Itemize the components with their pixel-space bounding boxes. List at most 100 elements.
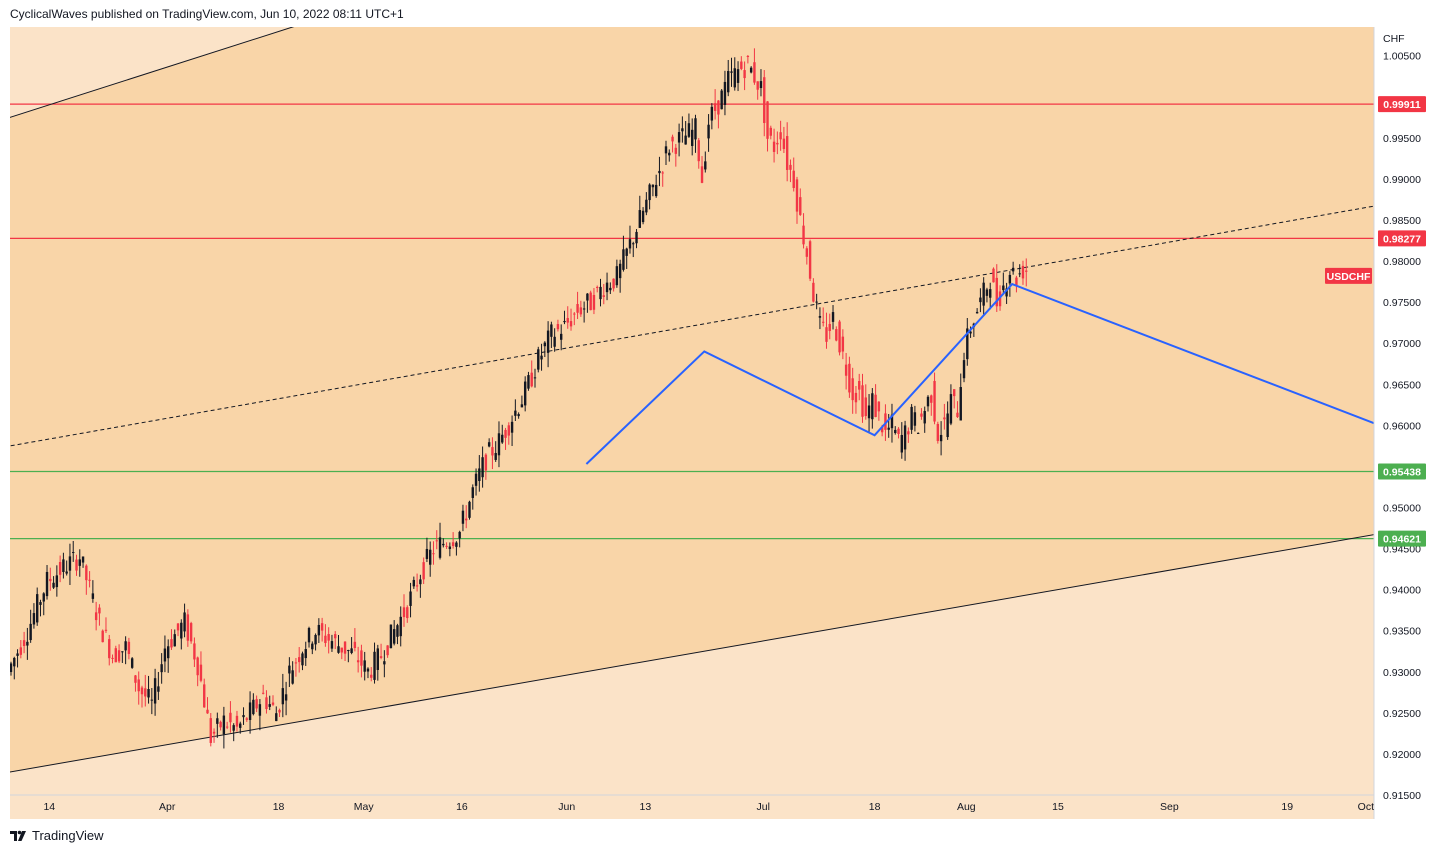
candle-148 [494, 441, 497, 462]
candle-201 [668, 149, 671, 162]
level-tag-3: 0.94621 [1378, 530, 1426, 547]
candle-297 [982, 277, 985, 316]
candle-125 [419, 574, 422, 598]
candle-74 [252, 693, 255, 716]
candle-121 [406, 605, 409, 623]
candle-49 [170, 629, 173, 650]
candle-142 [474, 468, 478, 496]
time-tick-10: 15 [1052, 801, 1064, 813]
candle-172 [573, 312, 576, 326]
candle-197 [654, 174, 658, 198]
candle-66 [225, 721, 229, 730]
candle-280 [926, 395, 930, 412]
channel-fill [10, 27, 1374, 773]
candle-99 [334, 631, 337, 650]
candle-26 [94, 601, 98, 631]
candle-182 [605, 272, 609, 301]
candle-235 [779, 120, 782, 151]
candle-107 [360, 644, 363, 678]
candle-191 [635, 229, 638, 249]
candle-192 [638, 195, 641, 229]
candle-122 [409, 582, 412, 618]
candle-36 [127, 637, 131, 660]
candle-131 [438, 522, 442, 560]
candle-198 [658, 156, 661, 187]
candle-78 [265, 690, 268, 714]
candle-269 [890, 403, 894, 443]
candle-138 [461, 504, 465, 532]
time-tick-9: Aug [957, 801, 976, 813]
candle-34 [121, 651, 124, 663]
candle-84 [284, 681, 288, 716]
channel-upper-line[interactable] [0, 0, 1394, 124]
candle-150 [501, 424, 504, 444]
candle-85 [288, 657, 291, 687]
candle-153 [510, 415, 514, 447]
candle-299 [989, 282, 992, 310]
candle-132 [442, 538, 445, 548]
price-tick-6: 0.97000 [1383, 338, 1421, 350]
price-tick-13: 0.93000 [1383, 667, 1421, 679]
candle-275 [910, 404, 913, 434]
candle-217 [720, 89, 723, 110]
candle-82 [278, 708, 281, 717]
price-tick-9: 0.95000 [1383, 503, 1421, 515]
candle-154 [514, 399, 517, 422]
candle-183 [609, 282, 612, 295]
candle-70 [239, 721, 242, 734]
candle-200 [664, 140, 668, 165]
candle-216 [717, 100, 720, 129]
candle-219 [727, 59, 730, 97]
candle-169 [563, 310, 566, 325]
candle-98 [330, 634, 334, 652]
candle-237 [785, 122, 789, 182]
price-tick-7: 0.96500 [1383, 379, 1421, 391]
price-tick-11: 0.94000 [1383, 585, 1421, 597]
candle-9 [39, 599, 42, 617]
candle-90 [304, 641, 307, 666]
time-tick-4: 16 [456, 801, 468, 813]
candle-195 [648, 183, 651, 210]
candle-236 [782, 126, 786, 154]
level-tag-2: 0.95438 [1378, 463, 1426, 480]
candle-81 [275, 706, 278, 722]
candle-18 [68, 543, 72, 585]
candle-12 [49, 567, 52, 591]
candle-56 [193, 637, 196, 667]
candle-162 [540, 343, 543, 371]
price-tick-1: 0.99500 [1383, 133, 1421, 145]
candle-306 [1011, 261, 1015, 275]
time-tick-12: 19 [1281, 801, 1293, 813]
candle-68 [232, 723, 235, 742]
candle-187 [622, 235, 625, 272]
candle-73 [248, 691, 252, 734]
candle-10 [42, 592, 45, 616]
price-tick-15: 0.92000 [1383, 749, 1421, 761]
candle-100 [337, 635, 340, 654]
candle-79 [268, 695, 271, 711]
candle-178 [592, 288, 596, 315]
candle-143 [478, 455, 481, 492]
candle-203 [674, 143, 678, 167]
candle-308 [1018, 264, 1021, 278]
candle-184 [612, 278, 615, 292]
candle-123 [412, 576, 416, 589]
candle-20 [75, 554, 78, 576]
candle-290 [959, 373, 962, 421]
candle-29 [104, 617, 108, 633]
candle-176 [586, 293, 589, 313]
candle-262 [867, 394, 871, 432]
candle-47 [163, 635, 167, 673]
candle-102 [343, 641, 347, 661]
candle-305 [1008, 271, 1012, 297]
time-tick-2: 18 [273, 801, 285, 813]
candle-62 [212, 728, 216, 743]
candle-163 [543, 341, 547, 358]
projection-path[interactable] [585, 282, 1411, 465]
time-tick-7: Jul [757, 801, 770, 813]
candle-23 [85, 564, 88, 595]
candle-67 [229, 701, 232, 733]
candle-174 [579, 300, 583, 317]
candle-137 [458, 530, 461, 548]
